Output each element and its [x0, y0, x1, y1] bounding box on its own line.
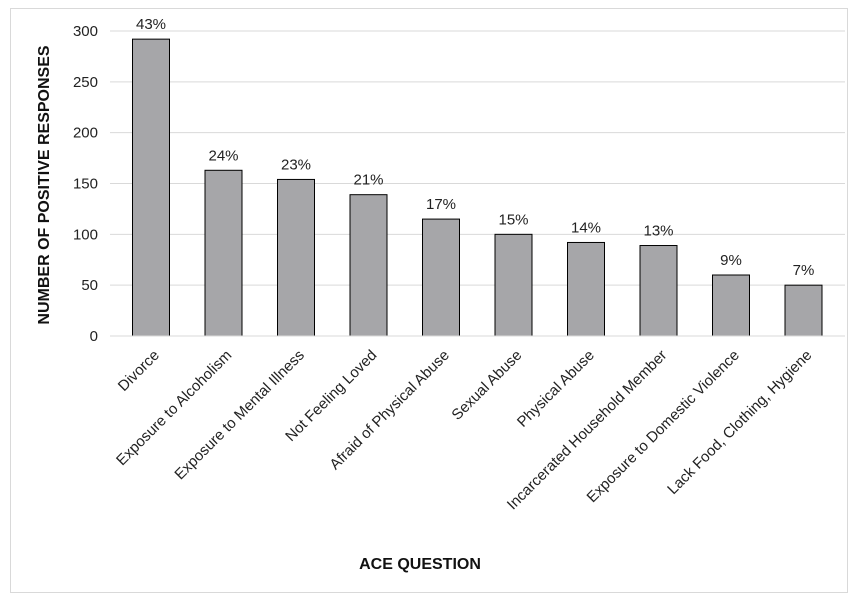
data-label: 9% — [720, 252, 742, 269]
bar — [567, 241, 605, 337]
bar — [639, 245, 678, 337]
y-tick-label: 0 — [90, 328, 98, 345]
data-label: 17% — [426, 196, 456, 213]
bar — [277, 178, 315, 337]
x-category-label: Lack Food, Clothing, Hygiene — [664, 347, 815, 498]
y-tick-label: 200 — [73, 125, 98, 142]
data-label: 21% — [353, 172, 383, 189]
x-axis-title: ACE QUESTION — [359, 556, 481, 573]
x-category-label: Physical Abuse — [514, 347, 598, 431]
x-category-label: Incarcerated Household Member — [504, 347, 670, 513]
bar — [132, 38, 170, 337]
data-label: 7% — [793, 262, 815, 279]
x-category-label: Sexual Abuse — [448, 347, 525, 424]
bar — [784, 284, 823, 337]
y-tick-label: 250 — [73, 74, 98, 91]
x-category-label: Divorce — [115, 347, 163, 395]
bar — [494, 233, 533, 337]
data-label: 23% — [281, 156, 311, 173]
y-tick-label: 100 — [73, 226, 98, 243]
y-tick-label: 150 — [73, 176, 98, 193]
bar — [422, 218, 460, 337]
data-label: 15% — [498, 211, 528, 228]
y-axis-title: NUMBER OF POSITIVE RESPONSES — [36, 45, 53, 324]
data-label: 14% — [571, 219, 601, 236]
data-labels: 43% 24% 23% 21% 17% 15% 14% 13% 9% 7% — [136, 16, 814, 279]
x-category-label: Exposure to Mental Illness — [171, 347, 307, 483]
bar — [204, 169, 243, 337]
x-category-label: Exposure to Domestic Violence — [584, 347, 743, 506]
y-tick-label: 300 — [73, 23, 98, 40]
y-axis-ticks: 0 50 100 150 200 250 300 — [73, 23, 98, 345]
data-label: 24% — [208, 147, 238, 164]
bars — [132, 38, 823, 337]
data-label: 43% — [136, 16, 166, 33]
data-label: 13% — [643, 223, 673, 240]
x-category-label: Afraid of Physical Abuse — [326, 347, 452, 473]
bar — [712, 274, 750, 337]
bar — [349, 194, 388, 337]
y-tick-label: 50 — [81, 277, 98, 294]
